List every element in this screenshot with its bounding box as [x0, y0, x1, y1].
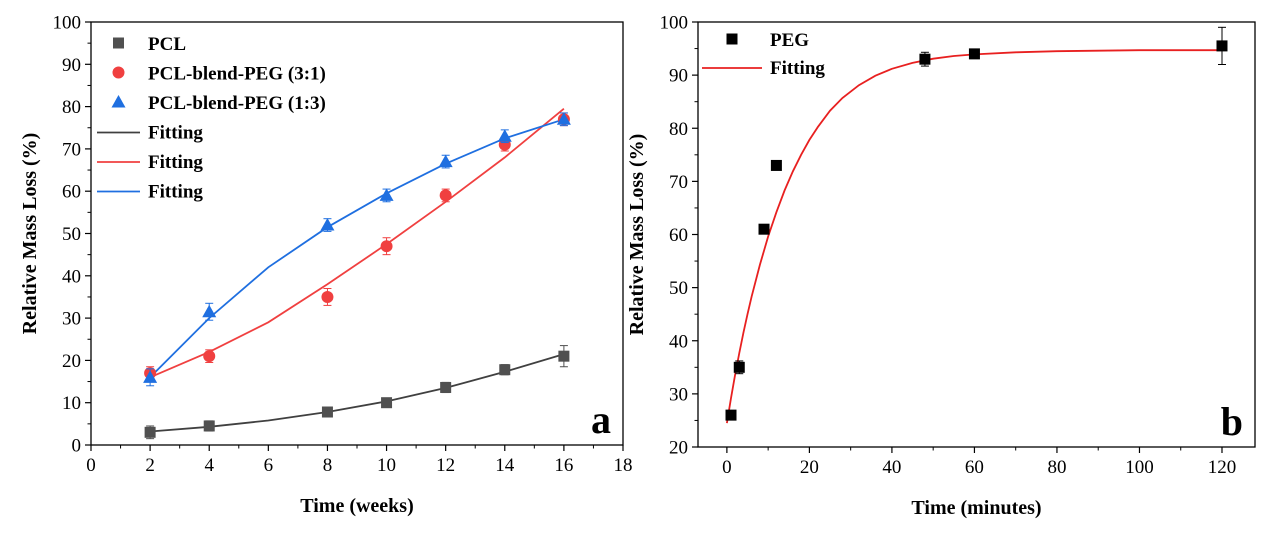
- legend-marker: [113, 37, 124, 49]
- data-point: [725, 409, 737, 421]
- data-point: [203, 420, 215, 432]
- data-point: [143, 370, 158, 383]
- data-point: [438, 154, 453, 168]
- legend-marker: [111, 95, 126, 108]
- data-point: [440, 381, 452, 393]
- chart-panel-b: 0 20 40 60 80 100 120 20 30 40 50 60 70 80 90 100 Time (…: [626, 13, 1256, 519]
- fitting-curve-3: [149, 118, 565, 378]
- y-tick-label: 20: [669, 438, 688, 459]
- y-tick-label: 30: [62, 309, 81, 330]
- legend-label: Fitting: [148, 182, 203, 203]
- data-point: [499, 364, 511, 376]
- fitting-curve-2: [149, 108, 565, 379]
- y-axis-title: Relative Mass Loss (%): [626, 134, 648, 336]
- x-tick-label: 6: [264, 455, 274, 476]
- legend-label: Fitting: [148, 152, 203, 173]
- x-tick-label: 16: [554, 455, 573, 476]
- data-point: [733, 361, 745, 373]
- x-axis-title: Time (weeks): [300, 495, 414, 517]
- y-tick-label: 50: [62, 224, 81, 245]
- y-tick-label: 80: [669, 119, 688, 140]
- series-peg: [725, 26, 1228, 421]
- x-tick-label: 4: [204, 455, 214, 476]
- data-point: [770, 159, 782, 171]
- series-pcl-blend-peg-1-3-: [143, 112, 571, 387]
- panel-letter: a: [591, 397, 611, 442]
- data-point: [379, 188, 394, 201]
- x-tick-label: 18: [614, 455, 633, 476]
- x-tick-label: 0: [722, 457, 732, 478]
- x-tick-label: 100: [1125, 457, 1154, 478]
- y-tick-label: 40: [669, 331, 688, 352]
- x-tick-label: 60: [965, 457, 984, 478]
- y-tick-label: 10: [62, 393, 81, 414]
- y-tick-label: 100: [660, 13, 689, 34]
- data-point: [144, 426, 156, 438]
- legend-marker: [112, 66, 125, 79]
- fitting-curve-1: [726, 49, 1222, 424]
- data-point: [968, 48, 980, 60]
- y-tick-label: 40: [62, 266, 81, 287]
- legend-label: Fitting: [148, 123, 203, 144]
- series-pcl-blend-peg-3-1-: [144, 112, 570, 380]
- plot-frame: [90, 21, 624, 446]
- x-axis-title: Time (minutes): [911, 497, 1041, 519]
- x-tick-label: 8: [323, 455, 333, 476]
- legend-label: PCL-blend-PEG (3:1): [148, 64, 326, 85]
- data-point: [321, 406, 333, 418]
- legend: PCL PCL-blend-PEG (3:1) PCL-blend-PEG (1:3…: [97, 34, 326, 203]
- data-point: [381, 397, 393, 409]
- data-point: [439, 189, 452, 202]
- legend-label: Fitting: [770, 58, 825, 79]
- y-tick-label: 100: [53, 13, 82, 34]
- data-point: [558, 350, 570, 362]
- data-point: [556, 112, 571, 125]
- data-point: [497, 129, 512, 142]
- plot-frame: [697, 21, 1256, 448]
- y-tick-label: 60: [669, 225, 688, 246]
- y-tick-label: 50: [669, 278, 688, 299]
- x-tick-label: 120: [1208, 457, 1237, 478]
- data-point: [320, 218, 335, 231]
- legend: PEG Fitting: [702, 30, 825, 79]
- legend-label: PCL: [148, 34, 186, 55]
- legend-label: PCL-blend-PEG (1:3): [148, 93, 326, 114]
- x-tick-label: 20: [800, 457, 819, 478]
- x-tick-label: 0: [86, 455, 96, 476]
- y-axis-title: Relative Mass Loss (%): [19, 133, 41, 335]
- data-point: [203, 350, 216, 363]
- series-pcl: [144, 345, 570, 440]
- x-tick-label: 12: [436, 455, 455, 476]
- data-point: [919, 53, 931, 65]
- y-tick-label: 70: [62, 139, 81, 160]
- data-point: [321, 290, 334, 303]
- y-tick-label: 0: [72, 436, 82, 457]
- x-tick-label: 2: [145, 455, 155, 476]
- y-tick-label: 70: [669, 172, 688, 193]
- data-point: [380, 240, 393, 253]
- x-tick-label: 80: [1047, 457, 1066, 478]
- legend-marker: [726, 33, 738, 45]
- legend-label: PEG: [770, 30, 809, 51]
- chart-panel-a: 0 2 4 6 8 10 12 14 16 18 0 10 20 30 40 50 60 70 80 90 100 Tim…: [19, 13, 633, 518]
- x-tick-label: 14: [495, 455, 515, 476]
- data-point: [1216, 40, 1228, 52]
- y-tick-label: 90: [62, 55, 81, 76]
- y-tick-label: 20: [62, 351, 81, 372]
- x-tick-label: 10: [377, 455, 396, 476]
- panel-letter: b: [1221, 399, 1243, 444]
- y-tick-label: 60: [62, 182, 81, 203]
- data-point: [758, 223, 770, 235]
- y-tick-label: 30: [669, 384, 688, 405]
- y-tick-label: 80: [62, 97, 81, 118]
- fitting-curve-1: [150, 353, 565, 433]
- x-tick-label: 40: [882, 457, 901, 478]
- y-tick-label: 90: [669, 66, 688, 87]
- data-point: [202, 304, 217, 318]
